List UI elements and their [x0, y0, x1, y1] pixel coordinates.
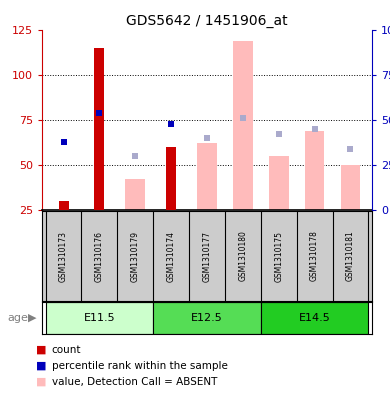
Text: GSM1310174: GSM1310174 — [167, 231, 176, 281]
Text: age: age — [7, 313, 28, 323]
Bar — [233, 41, 253, 210]
Bar — [153, 302, 261, 334]
Text: GSM1310176: GSM1310176 — [95, 231, 104, 281]
Text: E12.5: E12.5 — [191, 313, 223, 323]
Text: GSM1310173: GSM1310173 — [59, 231, 68, 281]
Text: GSM1310175: GSM1310175 — [274, 231, 283, 281]
Text: GSM1310181: GSM1310181 — [346, 231, 355, 281]
Text: GSM1310178: GSM1310178 — [310, 231, 319, 281]
Bar — [305, 131, 324, 210]
Text: GSM1310179: GSM1310179 — [131, 231, 140, 281]
Bar — [126, 179, 145, 210]
Text: E11.5: E11.5 — [83, 313, 115, 323]
Text: percentile rank within the sample: percentile rank within the sample — [51, 361, 227, 371]
Text: ■: ■ — [36, 345, 46, 355]
Text: ■: ■ — [36, 377, 46, 387]
Text: E14.5: E14.5 — [299, 313, 330, 323]
Text: ■: ■ — [36, 361, 46, 371]
Bar — [166, 147, 176, 210]
Bar — [46, 302, 153, 334]
Text: GSM1310180: GSM1310180 — [238, 231, 247, 281]
Bar — [197, 143, 217, 210]
Text: count: count — [51, 345, 81, 355]
Bar — [58, 201, 69, 210]
Bar — [269, 156, 289, 210]
Title: GDS5642 / 1451906_at: GDS5642 / 1451906_at — [126, 14, 288, 28]
Bar — [340, 165, 360, 210]
Bar — [261, 302, 369, 334]
Text: ▶: ▶ — [28, 313, 37, 323]
Text: GSM1310177: GSM1310177 — [202, 231, 211, 281]
Bar — [94, 48, 105, 210]
Text: value, Detection Call = ABSENT: value, Detection Call = ABSENT — [51, 377, 217, 387]
